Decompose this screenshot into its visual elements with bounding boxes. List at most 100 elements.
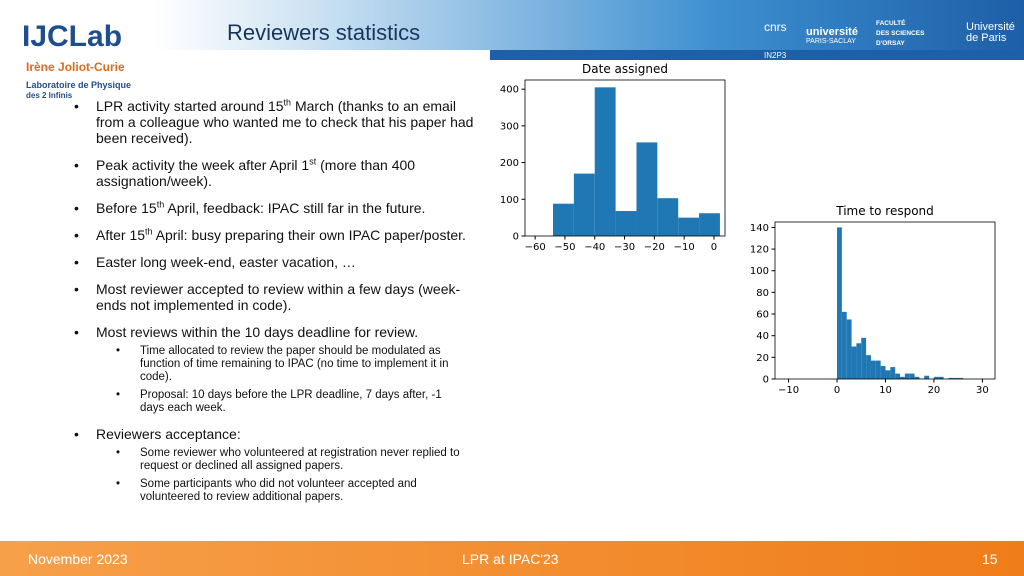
logo-text: université <box>806 26 858 38</box>
chart: Time to respond −10 0 10 20 30 0 20 40 60 80 100 120… <box>750 204 996 396</box>
bullet-text: After 15 <box>96 227 146 243</box>
logo-text: des 2 Infinis <box>26 91 73 100</box>
x-tick-label: −10 <box>674 242 695 253</box>
bullet: Reviewers acceptance: Some reviewer who v… <box>74 426 474 504</box>
bullet-text: (more than 400 assignation/week). <box>96 157 416 189</box>
bar <box>594 87 616 236</box>
superscript: th <box>283 97 292 108</box>
bullet: Most reviewer accepted to review within … <box>74 281 474 313</box>
bar <box>924 375 930 379</box>
bar <box>851 346 857 379</box>
x-tick-label: −30 <box>614 242 635 253</box>
y-tick-label: 100 <box>500 195 519 206</box>
bar <box>953 377 959 379</box>
superscript: st <box>309 156 317 167</box>
y-tick-label: 120 <box>750 245 769 256</box>
y-tick-label: 200 <box>500 158 519 169</box>
bullet-text: LPR activity started around 15 <box>96 98 284 114</box>
logo-text: cnrs <box>764 20 787 34</box>
x-tick-label: 0 <box>711 242 717 253</box>
bar <box>938 376 944 379</box>
slide-title: Reviewers statistics <box>227 20 421 45</box>
header-band <box>0 0 1024 50</box>
bar <box>573 173 595 236</box>
bar <box>933 376 939 379</box>
axes-frame <box>774 221 996 380</box>
y-tick-label: 140 <box>750 223 769 234</box>
bar <box>678 217 700 236</box>
sub-bullet: Some participants who did not volunteer … <box>96 478 460 504</box>
chart-title: Time to respond <box>835 204 934 218</box>
bar <box>895 373 901 379</box>
x-tick-label: −60 <box>525 242 546 253</box>
chart-title: Date assigned <box>582 62 668 76</box>
bullet: After 15th April: busy preparing their o… <box>74 227 474 243</box>
bar <box>553 203 574 236</box>
bullet-text: Reviewers acceptance: <box>96 426 241 442</box>
chart: Date assigned −60 −50 −40 −30 −20 −10 0 0 100 200 3… <box>500 62 726 253</box>
bar <box>958 377 964 379</box>
logo-text: PARIS-SACLAY <box>806 38 856 45</box>
bullet-text: April: busy preparing their own IPAC pap… <box>152 227 466 243</box>
logo-text: FACULTÉ DES SCIENCES D'ORSAY <box>876 20 925 47</box>
bar <box>948 377 954 379</box>
bullet-text: Easter long week-end, easter vacation, … <box>96 254 356 270</box>
bullet: LPR activity started around 15th March (… <box>74 98 474 146</box>
bar <box>856 343 862 379</box>
logo-text: Irène Joliot-Curie <box>26 60 125 74</box>
bar <box>890 367 896 379</box>
logo: IJCLab <box>22 20 123 53</box>
y-tick-label: 60 <box>756 310 769 321</box>
footer-date: November 2023 <box>28 551 128 567</box>
page-number: 15 <box>982 551 998 567</box>
y-tick-label: 0 <box>763 375 769 386</box>
bullet-text: Most reviews within the 10 days deadline… <box>96 324 419 340</box>
y-tick-label: 20 <box>756 353 769 364</box>
bar <box>875 360 881 379</box>
logo-text: Université de Paris <box>966 21 1015 44</box>
bullet-text: Before 15 <box>96 200 157 216</box>
bar <box>699 213 720 236</box>
x-tick-label: 20 <box>928 385 941 396</box>
sub-bullet: Proposal: 10 days before the LPR deadlin… <box>96 389 460 415</box>
bar <box>909 373 915 379</box>
bar <box>870 360 876 379</box>
bullet-list: LPR activity started around 15th March (… <box>74 98 474 515</box>
superscript: th <box>156 199 165 210</box>
x-tick-label: −20 <box>644 242 665 253</box>
bullet: Easter long week-end, easter vacation, … <box>74 254 474 270</box>
sub-bullet: Some reviewer who volunteered at registr… <box>96 447 460 473</box>
bar <box>880 366 886 379</box>
bar <box>861 337 867 379</box>
sub-bullet: Time allocated to review the paper shoul… <box>96 345 460 384</box>
header-strip <box>490 50 1024 60</box>
bar <box>837 227 842 379</box>
x-tick-label: −50 <box>554 242 575 253</box>
y-tick-label: 100 <box>750 266 769 277</box>
y-tick-label: 80 <box>756 288 769 299</box>
bar <box>615 211 637 236</box>
y-tick-label: 400 <box>500 85 519 96</box>
x-tick-label: 30 <box>976 385 989 396</box>
bullet-text: April, feedback: IPAC still far in the f… <box>164 200 426 216</box>
x-tick-label: −10 <box>778 385 799 396</box>
bar <box>900 376 905 379</box>
logo-text: IN2P3 <box>764 51 787 60</box>
x-tick-label: 0 <box>834 385 840 396</box>
superscript: th <box>145 226 153 237</box>
bar <box>636 142 658 236</box>
bullet: Peak activity the week after April 1st (… <box>74 157 474 189</box>
footer-band <box>0 541 1024 576</box>
y-tick-label: 300 <box>500 121 519 132</box>
bar <box>841 311 847 379</box>
bar <box>914 376 920 379</box>
y-tick-label: 0 <box>513 232 519 243</box>
x-tick-label: −40 <box>584 242 605 253</box>
bullet-text: March (thanks to an email from a colleag… <box>96 98 474 146</box>
logo-text: Laboratoire de Physique <box>26 80 132 90</box>
bar <box>885 370 891 379</box>
x-tick-label: 10 <box>879 385 892 396</box>
bullet-text: Most reviewer accepted to review within … <box>96 281 461 313</box>
bar <box>846 319 852 379</box>
